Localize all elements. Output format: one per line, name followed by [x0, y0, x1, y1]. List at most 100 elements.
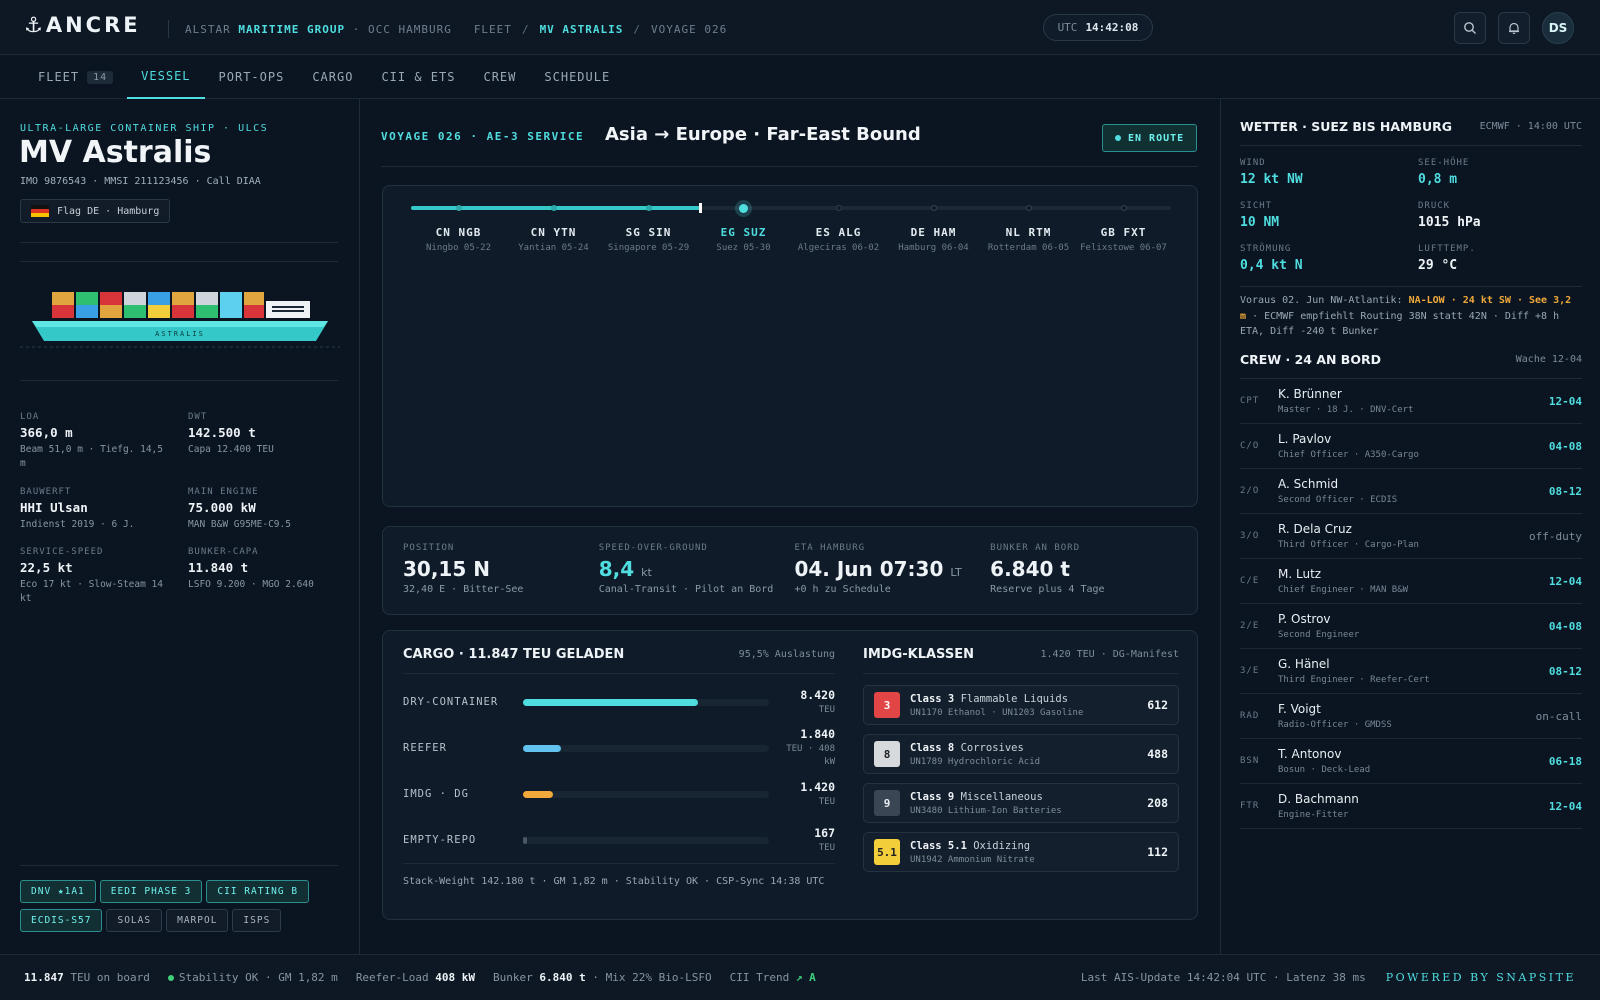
spec-sub: LSFO 9.200 · MGO 2.640 — [188, 579, 314, 590]
imdg-title: IMDG-KLASSEN — [863, 647, 974, 662]
ship-illustration: ASTRALIS — [20, 292, 340, 348]
crew-row[interactable]: 2/O A. Schmid Second Officer · ECDIS 08-12 — [1240, 469, 1582, 514]
imdg-class: Class 3 — [910, 692, 955, 705]
footer-stability-text: Stability OK · GM 1,82 m — [178, 971, 338, 984]
weather-source: ECMWF · 14:00 UTC — [1479, 121, 1582, 132]
timeline-stop[interactable]: EG SUZ Suez 05-30 — [699, 226, 789, 253]
crew-info: A. Schmid Second Officer · ECDIS — [1278, 477, 1397, 505]
cert-chip[interactable]: MARPOL — [166, 909, 229, 932]
crew-role: Second Engineer — [1278, 630, 1360, 640]
cargo-card: CARGO · 11.847 TEU GELADEN 95,5% Auslast… — [382, 630, 1198, 920]
crew-info: L. Pavlov Chief Officer · A350-Cargo — [1278, 432, 1419, 460]
spec-bauwerft: BAUWERFT HHI Ulsan Indienst 2019 · 6 J. — [20, 487, 170, 532]
hazard-class-icon: 3 — [874, 692, 900, 718]
crew-row[interactable]: RAD F. Voigt Radio-Officer · GMDSS on-call — [1240, 694, 1582, 739]
vessel-ids: IMO 9876543 · MMSI 211123456 · Call DIAA — [20, 176, 261, 187]
tab-vessel[interactable]: VESSEL — [127, 55, 205, 99]
tab-label: SCHEDULE — [544, 70, 611, 84]
weather-label: SICHT — [1240, 201, 1273, 211]
cargo-rows: DRY-CONTAINER 8.420 TEU REEFER 1.840 TEU · 40… — [403, 679, 835, 863]
crew-row[interactable]: FTR D. Bachmann Engine-Fitter 12-04 — [1240, 784, 1582, 829]
cert-chip[interactable]: CII RATING B — [206, 880, 310, 903]
vessel-name: MV Astralis — [19, 135, 212, 170]
weather-label: STRÖMUNG — [1240, 244, 1292, 254]
timeline-stop[interactable]: NL RTM Rotterdam 06-05 — [984, 226, 1074, 253]
cargo-row: DRY-CONTAINER 8.420 TEU — [403, 679, 835, 725]
stop-code: CN YTN — [530, 226, 577, 239]
weather-value: 1015 hPa — [1418, 215, 1481, 230]
cargo-row: EMPTY-REPO 167 TEU — [403, 817, 835, 863]
cert-chip[interactable]: ISPS — [232, 909, 282, 932]
app-logo[interactable]: ⚓ANCRE — [24, 13, 141, 37]
crew-row[interactable]: 3/E G. Hänel Third Engineer · Reefer-Cert 0… — [1240, 649, 1582, 694]
crew-watch-slot: 08-12 — [1548, 664, 1582, 678]
notifications-button[interactable] — [1498, 12, 1530, 44]
imdg-info: Class 9 Miscellaneous UN3480 Lithium-Ion … — [910, 791, 1062, 816]
spec-value: HHI Ulsan — [20, 500, 88, 515]
crew-role: Chief Officer · A350-Cargo — [1278, 450, 1419, 460]
vessel-type: ULTRA-LARGE CONTAINER SHIP · ULCS — [20, 123, 269, 134]
weather-note: Voraus 02. Jun NW-Atlantik: NA-LOW · 24 … — [1240, 293, 1582, 340]
timeline-stop[interactable]: SG SIN Singapore 05-29 — [604, 226, 694, 253]
crumb-fleet[interactable]: FLEET — [473, 22, 512, 36]
search-button[interactable] — [1454, 12, 1486, 44]
weather-label: SEE-HÖHE — [1418, 158, 1470, 168]
imdg-class: Class 5.1 — [910, 839, 967, 852]
voyage-route: Asia → Europe · Far-East Bound — [605, 124, 921, 145]
cargo-row: REEFER 1.840 TEU · 408 kW — [403, 725, 835, 771]
spec-dwt: DWT 142.500 t Capa 12.400 TEU — [188, 412, 338, 457]
cert-chip[interactable]: DNV ★1A1 — [20, 880, 96, 903]
imdg-item[interactable]: 9 Class 9 Miscellaneous UN3480 Lithium-Ion… — [863, 783, 1179, 823]
tab-port-ops[interactable]: PORT-OPS — [205, 55, 299, 99]
imdg-item[interactable]: 8 Class 8 Corrosives UN1789 Hydrochloric A… — [863, 734, 1179, 774]
crew-rank: 3/O — [1240, 531, 1260, 541]
crew-rank: 3/E — [1240, 666, 1260, 676]
timeline-stop[interactable]: CN NGB Ningbo 05-22 — [414, 226, 504, 253]
timeline-stop-dot — [455, 205, 462, 211]
user-avatar[interactable]: DS — [1542, 12, 1574, 44]
crew-row[interactable]: 2/E P. Ostrov Second Engineer 04-08 — [1240, 604, 1582, 649]
stop-detail: Felixstowe 06-07 — [1080, 243, 1167, 253]
timeline-stop[interactable]: CN YTN Yantian 05-24 — [509, 226, 599, 253]
footer-bunker-value: 6.840 t — [539, 971, 586, 984]
crumb-voyage[interactable]: VOYAGE 026 — [651, 22, 728, 36]
crew-rank: C/E — [1240, 576, 1260, 586]
tab-schedule[interactable]: SCHEDULE — [530, 55, 624, 99]
crew-row[interactable]: C/E M. Lutz Chief Engineer · MAN B&W 12-04 — [1240, 559, 1582, 604]
crew-role: Engine-Fitter — [1278, 810, 1349, 820]
imdg-un: UN1789 Hydrochloric Acid — [910, 756, 1041, 767]
cargo-bar-fill — [523, 836, 527, 844]
stat-bunker: BUNKER AN BORD 6.840 t Reserve plus 4 Tage — [990, 543, 1177, 614]
breadcrumb: ALSTAR MARITIME GROUP · OCC HAMBURG FLEE… — [168, 20, 727, 38]
crew-rank: BSN — [1240, 756, 1260, 766]
cert-chip[interactable]: SOLAS — [106, 909, 163, 932]
crew-row[interactable]: CPT K. Brünner Master · 18 J. · DNV-Cert 12… — [1240, 379, 1582, 424]
timeline-stops: CN NGB Ningbo 05-22 CN YTN Yantian 05-24 SG … — [411, 186, 1171, 266]
imdg-count: 612 — [1147, 698, 1168, 712]
cargo-value: 167 — [814, 825, 835, 840]
imdg-item[interactable]: 3 Class 3 Flammable Liquids UN1170 Ethanol… — [863, 685, 1179, 725]
tab-cii-ets[interactable]: CII & ETS — [367, 55, 469, 99]
cert-chip[interactable]: EEDI PHASE 3 — [99, 880, 203, 903]
timeline-stop[interactable]: GB FXT Felixstowe 06-07 — [1079, 226, 1169, 253]
imdg-item[interactable]: 5.1 Class 5.1 Oxidizing UN1942 Ammonium Ni… — [863, 832, 1179, 872]
crew-row[interactable]: 3/O R. Dela Cruz Third Officer · Cargo-Pla… — [1240, 514, 1582, 559]
tab-cargo[interactable]: CARGO — [298, 55, 367, 99]
stat-label: POSITION — [403, 543, 455, 553]
crumb-vessel[interactable]: MV ASTRALIS — [539, 22, 624, 36]
crew-row[interactable]: BSN T. Antonov Bosun · Deck-Lead 06-18 — [1240, 739, 1582, 784]
stat-value: 04. Jun 07:30 — [794, 557, 944, 581]
crew-info: R. Dela Cruz Third Officer · Cargo-Plan — [1278, 522, 1419, 550]
crew-row[interactable]: C/O L. Pavlov Chief Officer · A350-Cargo 04… — [1240, 424, 1582, 469]
cert-chip[interactable]: ECDIS-S57 — [20, 909, 103, 932]
stop-code: GB FXT — [1100, 226, 1147, 239]
stat-position: POSITION 30,15 N 32,40 E · Bitter-See — [403, 543, 599, 614]
tab-fleet[interactable]: FLEET 14 — [24, 55, 127, 99]
imdg-info: Class 3 Flammable Liquids UN1170 Ethanol … — [910, 693, 1083, 718]
tab-crew[interactable]: CREW — [469, 55, 530, 99]
weather-label: LUFTTEMP. — [1418, 244, 1476, 254]
timeline-stop[interactable]: ES ALG Algeciras 06-02 — [794, 226, 884, 253]
timeline-stop[interactable]: DE HAM Hamburg 06-04 — [889, 226, 979, 253]
voyage-timeline-card: CN NGB Ningbo 05-22 CN YTN Yantian 05-24 SG … — [382, 185, 1198, 507]
crew-name: P. Ostrov — [1278, 612, 1331, 626]
